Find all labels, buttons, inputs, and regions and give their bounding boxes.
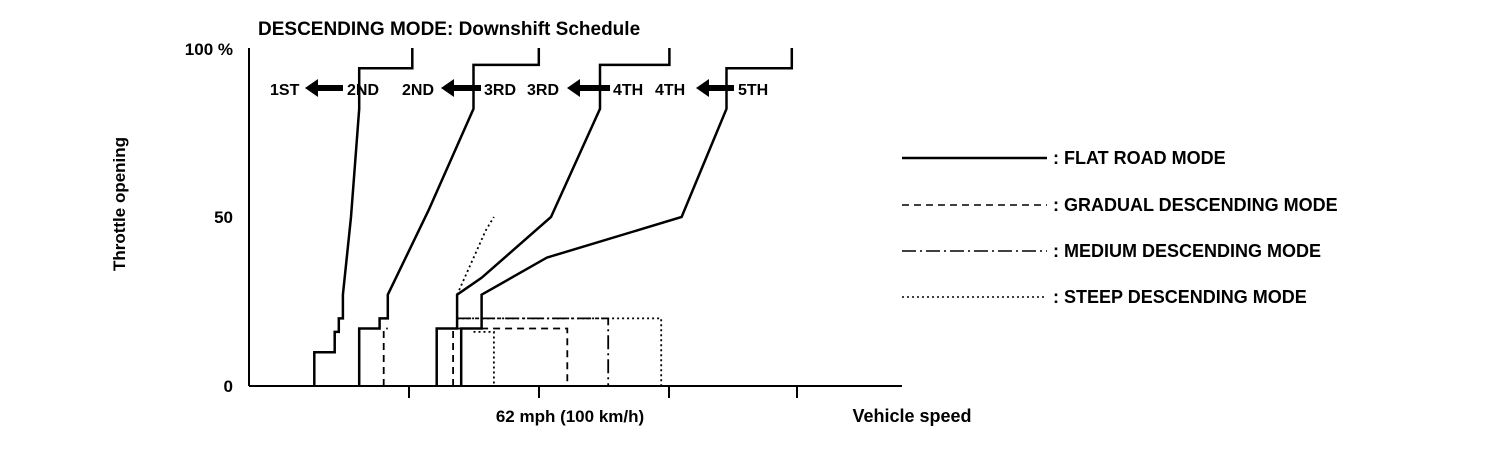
arrow-left-icon <box>567 79 610 97</box>
chart-title: DESCENDING MODE: Downshift Schedule <box>258 19 640 40</box>
shift-4-3-to: 3RD <box>527 82 559 99</box>
legend: : FLAT ROAD MODE : GRADUAL DESCENDING MO… <box>902 148 1338 307</box>
shift-5-4-to: 4TH <box>655 82 685 99</box>
shift-2-1-from: 2ND <box>347 82 379 99</box>
y-tick-100: 100 % <box>185 40 233 59</box>
x-tick-label: 62 mph (100 km/h) <box>496 407 644 426</box>
arrow-left-icon <box>696 79 734 97</box>
shift-4-3: 3RD 4TH <box>527 79 643 99</box>
y-axis-label: Throttle opening <box>110 137 129 271</box>
series-line-medium-step <box>457 317 760 387</box>
shift-3-2: 2ND 3RD <box>402 79 516 99</box>
shift-3-2-from: 3RD <box>484 82 516 99</box>
series-line-5-4-descending <box>456 216 495 296</box>
series-line-3-2-flat <box>357 48 541 386</box>
y-tick-0: 0 <box>224 377 233 396</box>
series-line-4-3-flat <box>435 48 671 386</box>
legend-item-medium: : MEDIUM DESCENDING MODE <box>902 241 1321 261</box>
legend-label-flat: : FLAT ROAD MODE <box>1053 148 1226 168</box>
legend-item-flat: : FLAT ROAD MODE <box>902 148 1226 168</box>
y-tick-50: 50 <box>214 208 233 227</box>
series-line-steep-inner <box>473 330 495 386</box>
x-axis-label: Vehicle speed <box>852 406 971 426</box>
legend-label-medium: : MEDIUM DESCENDING MODE <box>1053 241 1321 261</box>
series-line-steep-step <box>457 317 760 387</box>
shift-2-1: 1ST 2ND <box>270 79 379 99</box>
y-axis: 100 % 50 0 Throttle opening <box>110 40 250 396</box>
shift-labels: 1ST 2ND 2ND 3RD 3RD 4TH 4TH <box>270 79 768 99</box>
shift-4-3-from: 4TH <box>613 82 643 99</box>
shift-5-4-from: 5TH <box>738 82 768 99</box>
series-line-gradual-cap <box>457 327 569 386</box>
arrow-left-icon <box>441 79 481 97</box>
legend-label-gradual: : GRADUAL DESCENDING MODE <box>1053 195 1338 215</box>
x-axis: 62 mph (100 km/h) Vehicle speed <box>249 385 972 426</box>
shift-2-1-to: 1ST <box>270 82 300 99</box>
plot-area <box>313 48 794 387</box>
arrow-left-icon <box>305 79 343 97</box>
shift-3-2-to: 2ND <box>402 82 434 99</box>
legend-item-gradual: : GRADUAL DESCENDING MODE <box>902 195 1338 215</box>
shift-5-4: 4TH 5TH <box>655 79 768 99</box>
legend-label-steep: : STEEP DESCENDING MODE <box>1053 287 1307 307</box>
series-line-3-2-gradual <box>382 327 388 386</box>
series-line-2-1-flat <box>313 48 414 386</box>
legend-item-steep: : STEEP DESCENDING MODE <box>902 287 1307 307</box>
series-line-4-3-gradual <box>452 327 458 386</box>
